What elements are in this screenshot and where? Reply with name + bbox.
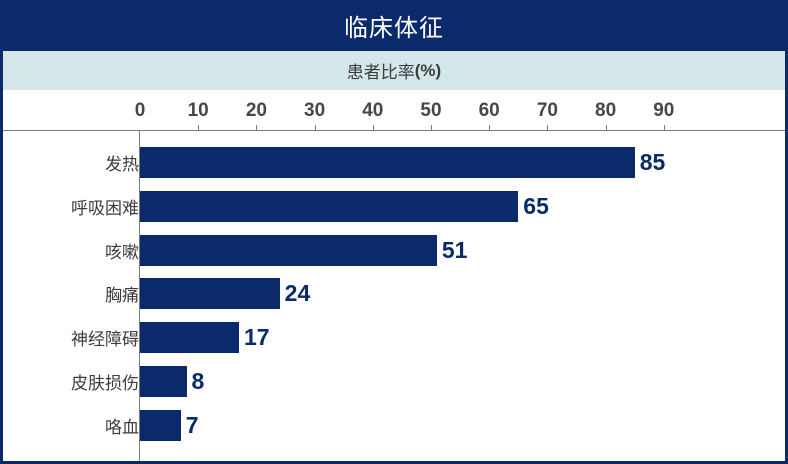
y-axis-line bbox=[139, 130, 140, 461]
chart-title: 临床体征 bbox=[0, 0, 788, 50]
x-tick-mark bbox=[372, 125, 374, 130]
value-label: 51 bbox=[441, 236, 468, 263]
x-tick-mark bbox=[489, 125, 491, 130]
value-label: 8 bbox=[191, 368, 205, 394]
axis-title-bar: 患者比率 (%) bbox=[3, 51, 785, 90]
bar-row: 胸痛 24 bbox=[3, 278, 785, 310]
bar-row: 神经障碍 17 bbox=[3, 322, 785, 354]
value-label: 85 bbox=[639, 149, 666, 175]
bar bbox=[140, 409, 181, 441]
plot-area: 0 10 20 30 40 50 60 70 80 90 发热 85 呼吸困难 65 咳嗽 51 胸痛 24 神经… bbox=[3, 90, 785, 461]
x-tick-mark bbox=[547, 125, 549, 130]
x-tick-label: 30 bbox=[304, 100, 326, 121]
value-label: 24 bbox=[284, 280, 311, 307]
x-tick-mark bbox=[431, 125, 432, 130]
bar bbox=[140, 234, 437, 266]
x-tick-label: 0 bbox=[134, 100, 146, 121]
x-tick-label: 80 bbox=[595, 100, 617, 121]
bar bbox=[140, 278, 280, 310]
category-label: 皮肤损伤 bbox=[71, 374, 139, 394]
x-tick-label: 20 bbox=[245, 100, 267, 121]
x-tick-mark bbox=[663, 125, 665, 130]
x-tick-mark bbox=[314, 125, 316, 130]
value-label: 17 bbox=[243, 324, 270, 351]
category-label: 咯血 bbox=[105, 417, 139, 438]
x-tick-label: 40 bbox=[362, 100, 384, 121]
bar-row: 咳嗽 51 bbox=[3, 234, 785, 266]
bar bbox=[140, 190, 519, 222]
x-tick-label: 70 bbox=[536, 100, 558, 121]
x-tick-mark bbox=[198, 125, 200, 130]
category-label: 咳嗽 bbox=[105, 242, 139, 263]
value-label: 7 bbox=[185, 411, 199, 438]
bar bbox=[140, 322, 239, 354]
category-label: 神经障碍 bbox=[71, 330, 139, 351]
bar bbox=[140, 147, 635, 178]
x-tick-label: 60 bbox=[478, 100, 500, 121]
x-tick-label: 10 bbox=[187, 100, 209, 121]
chart-body: 患者比率 (%) 0 10 20 30 40 50 60 70 80 90 发热 85 呼吸困难 65 咳嗽… bbox=[3, 51, 785, 461]
x-axis-line bbox=[3, 130, 785, 131]
bar-row: 发热 85 bbox=[3, 147, 785, 178]
category-label: 呼吸困难 bbox=[71, 198, 139, 219]
axis-title-text: 患者比率 bbox=[346, 63, 415, 83]
x-tick-mark bbox=[256, 125, 258, 130]
bar bbox=[140, 366, 187, 397]
x-tick-label: 50 bbox=[420, 100, 442, 121]
bar-row: 呼吸困难 65 bbox=[3, 190, 785, 222]
axis-title-unit: (%) bbox=[414, 60, 442, 80]
bar-row: 皮肤损伤 8 bbox=[3, 366, 785, 397]
category-label: 胸痛 bbox=[105, 286, 139, 307]
x-tick-mark bbox=[605, 125, 607, 130]
category-label: 发热 bbox=[105, 155, 139, 175]
bar-row: 咯血 7 bbox=[3, 409, 785, 441]
value-label: 65 bbox=[523, 192, 549, 219]
x-tick-label: 90 bbox=[653, 100, 675, 121]
